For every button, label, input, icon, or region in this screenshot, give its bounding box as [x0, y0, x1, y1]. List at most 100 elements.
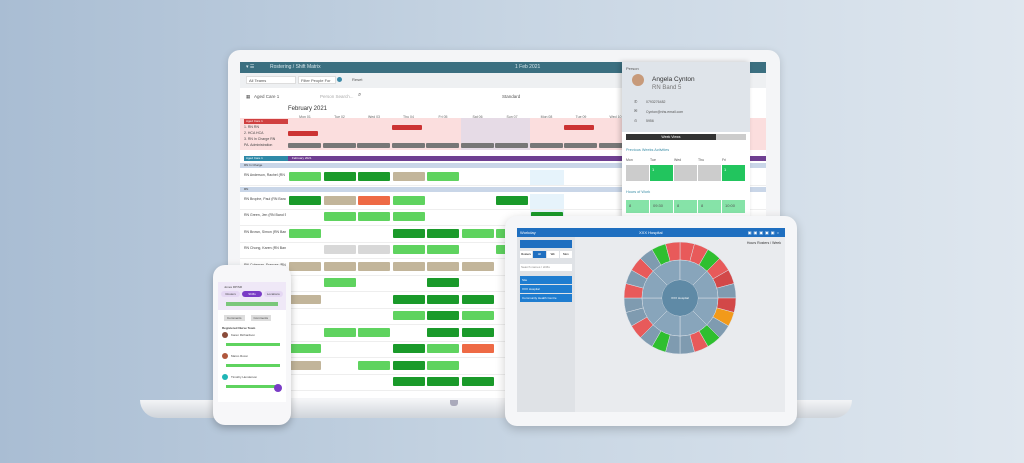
- phone-person-row[interactable]: Timothy Henderson: [222, 374, 282, 393]
- shift-block[interactable]: [392, 311, 425, 320]
- shift-block[interactable]: [323, 327, 356, 337]
- shift-block[interactable]: [392, 212, 425, 221]
- admin-shift[interactable]: [529, 143, 563, 148]
- shift-block[interactable]: [496, 195, 528, 205]
- shift-block[interactable]: [392, 195, 425, 205]
- tablet-menu-item[interactable]: Community Health Centre: [520, 294, 572, 302]
- activity-cell[interactable]: [698, 165, 721, 181]
- summary-shift[interactable]: [391, 125, 422, 130]
- tablet-tab[interactable]: Wk: [546, 251, 559, 258]
- unit-select[interactable]: Aged Care 1: [254, 94, 280, 99]
- shift-block[interactable]: [289, 261, 321, 271]
- shift-block[interactable]: [392, 344, 425, 353]
- shift-block[interactable]: [358, 261, 390, 271]
- staff-name[interactable]: RN Coleman, Frances (RN Band 5): [244, 263, 286, 267]
- tablet-tab[interactable]: All: [533, 251, 546, 258]
- shift-block[interactable]: [358, 245, 390, 254]
- admin-shift[interactable]: [564, 143, 597, 148]
- activity-cell[interactable]: 1: [722, 165, 745, 181]
- staff-name[interactable]: RN Green, Jen (RN Band 5): [244, 213, 286, 217]
- person-search-input[interactable]: Person Search...: [320, 94, 354, 99]
- shift-block[interactable]: [461, 294, 494, 304]
- shift-block[interactable]: [427, 245, 459, 254]
- shift-block[interactable]: [392, 245, 425, 254]
- shift-block[interactable]: [427, 294, 459, 304]
- menu-icon[interactable]: ▾ ☰: [246, 64, 255, 70]
- shift-block[interactable]: [461, 344, 494, 353]
- admin-shift[interactable]: [460, 143, 494, 148]
- toolbar-icons[interactable]: ▣▣▣▣▣○: [747, 230, 781, 235]
- shift-block[interactable]: [289, 228, 321, 238]
- person-filter-input[interactable]: Filter People For: [298, 76, 336, 84]
- shift-block[interactable]: [461, 228, 494, 238]
- shift-block[interactable]: [427, 228, 459, 238]
- shift-block[interactable]: [323, 245, 356, 254]
- staff-name[interactable]: RN Anderson, Rachel (RN Band 7): [244, 173, 286, 177]
- tablet-menu-item[interactable]: XXX Hospital: [520, 285, 572, 293]
- shift-block[interactable]: [289, 294, 321, 304]
- staff-name[interactable]: RN Chong, Karen (RN Band 5): [244, 246, 286, 250]
- shift-block[interactable]: [358, 327, 390, 337]
- shift-block[interactable]: [427, 278, 459, 287]
- shift-block[interactable]: [323, 172, 356, 181]
- shift-block[interactable]: [323, 195, 356, 205]
- shift-block[interactable]: [392, 172, 425, 181]
- tablet-search-input[interactable]: Search names / shifts: [520, 264, 572, 271]
- shift-block[interactable]: [427, 311, 459, 320]
- shift-block[interactable]: [323, 212, 356, 221]
- shift-block[interactable]: [427, 377, 459, 386]
- activity-cell[interactable]: 1: [650, 165, 673, 181]
- admin-shift[interactable]: [426, 143, 459, 148]
- tablet-menu-item[interactable]: Site: [520, 276, 572, 284]
- shift-block[interactable]: [358, 360, 390, 370]
- shift-block[interactable]: [392, 294, 425, 304]
- shift-block[interactable]: [461, 311, 494, 320]
- shift-block[interactable]: [323, 278, 356, 287]
- shift-block[interactable]: [461, 261, 494, 271]
- shift-block[interactable]: [392, 261, 425, 271]
- search-icon[interactable]: ⌕: [358, 92, 362, 98]
- shift-block[interactable]: [289, 195, 321, 205]
- week-views-button[interactable]: Week Views: [626, 134, 716, 140]
- shift-block[interactable]: [392, 360, 425, 370]
- shift-block[interactable]: [358, 212, 390, 221]
- shift-block[interactable]: [392, 228, 425, 238]
- view-select[interactable]: Standard: [502, 94, 521, 99]
- shift-block[interactable]: [392, 377, 425, 386]
- group-select[interactable]: Aged Care 1: [244, 156, 288, 161]
- phone-tab[interactable]: Rosters: [221, 291, 241, 297]
- shift-block[interactable]: [323, 261, 356, 271]
- summary-header[interactable]: Aged Care 1: [244, 119, 288, 124]
- staff-name[interactable]: RN Brophe, Paul (RN Band 5): [244, 196, 286, 201]
- activity-cell[interactable]: [674, 165, 697, 181]
- confirm-icon[interactable]: [337, 77, 342, 82]
- admin-shift[interactable]: [288, 143, 321, 148]
- shift-block[interactable]: [461, 377, 494, 386]
- person-email[interactable]: Cynton@nhs.email.com: [646, 110, 684, 114]
- shift-block[interactable]: [427, 261, 459, 271]
- shift-block[interactable]: [289, 172, 321, 181]
- admin-shift[interactable]: [322, 143, 356, 148]
- summary-shift[interactable]: [564, 125, 594, 130]
- shift-block[interactable]: [358, 172, 390, 181]
- shift-block[interactable]: [289, 344, 321, 353]
- phone-tab[interactable]: Shifts: [242, 291, 262, 297]
- phone-person-row[interactable]: Marco Rossi: [222, 353, 282, 372]
- tablet-tab[interactable]: Rosters: [520, 251, 533, 258]
- team-select[interactable]: All Teams: [246, 76, 296, 84]
- admin-shift[interactable]: [598, 143, 632, 148]
- shift-block[interactable]: [461, 327, 494, 337]
- admin-shift[interactable]: [357, 143, 390, 148]
- summary-shift[interactable]: [288, 131, 318, 136]
- admin-shift[interactable]: [495, 143, 528, 148]
- shift-block[interactable]: [427, 327, 459, 337]
- shift-block[interactable]: [427, 344, 459, 353]
- shift-block[interactable]: [358, 195, 390, 205]
- tablet-tab[interactable]: Mon: [559, 251, 572, 258]
- shift-block[interactable]: [427, 172, 459, 181]
- staff-name[interactable]: RN Brown, Simon (RN Band 5): [244, 229, 286, 234]
- shift-block[interactable]: [289, 360, 321, 370]
- admin-shift[interactable]: [391, 143, 425, 148]
- phone-tab[interactable]: Locations: [263, 291, 283, 297]
- phone-comments-button-2[interactable]: Comments: [250, 315, 272, 321]
